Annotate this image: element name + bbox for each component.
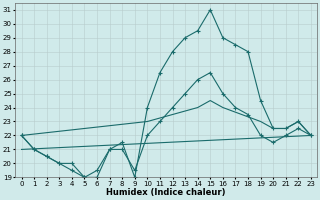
- X-axis label: Humidex (Indice chaleur): Humidex (Indice chaleur): [107, 188, 226, 197]
